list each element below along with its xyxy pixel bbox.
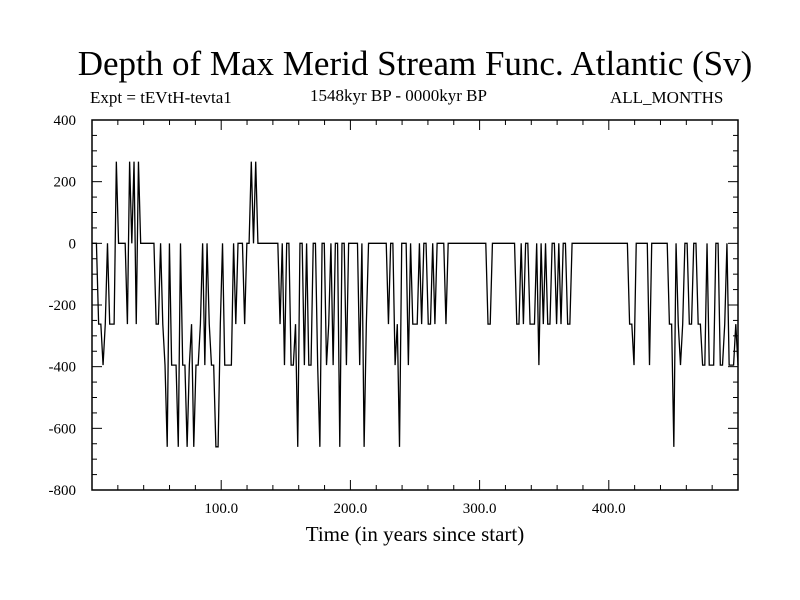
y-tick-label: -800 bbox=[49, 483, 77, 499]
period-label: 1548kyr BP - 0000kyr BP bbox=[310, 86, 487, 105]
y-tick-label: -600 bbox=[49, 421, 77, 437]
experiment-label: Expt = tEVtH-tevta1 bbox=[90, 88, 232, 107]
x-tick-label: 400.0 bbox=[592, 501, 626, 517]
y-tick-label: -400 bbox=[49, 360, 77, 376]
y-tick-label: 400 bbox=[54, 113, 77, 129]
months-label: ALL_MONTHS bbox=[610, 88, 724, 107]
y-tick-label: 0 bbox=[69, 236, 77, 252]
x-tick-label: 300.0 bbox=[463, 501, 497, 517]
chart-title: Depth of Max Merid Stream Func. Atlantic… bbox=[77, 44, 753, 83]
x-axis-label: Time (in years since start) bbox=[305, 522, 525, 546]
y-tick-label: 200 bbox=[54, 175, 77, 191]
x-tick-label: 200.0 bbox=[334, 501, 368, 517]
x-tick-label: 100.0 bbox=[204, 501, 238, 517]
series-line-0 bbox=[92, 161, 739, 448]
y-tick-label: -200 bbox=[49, 298, 77, 314]
plot-frame bbox=[91, 119, 739, 491]
